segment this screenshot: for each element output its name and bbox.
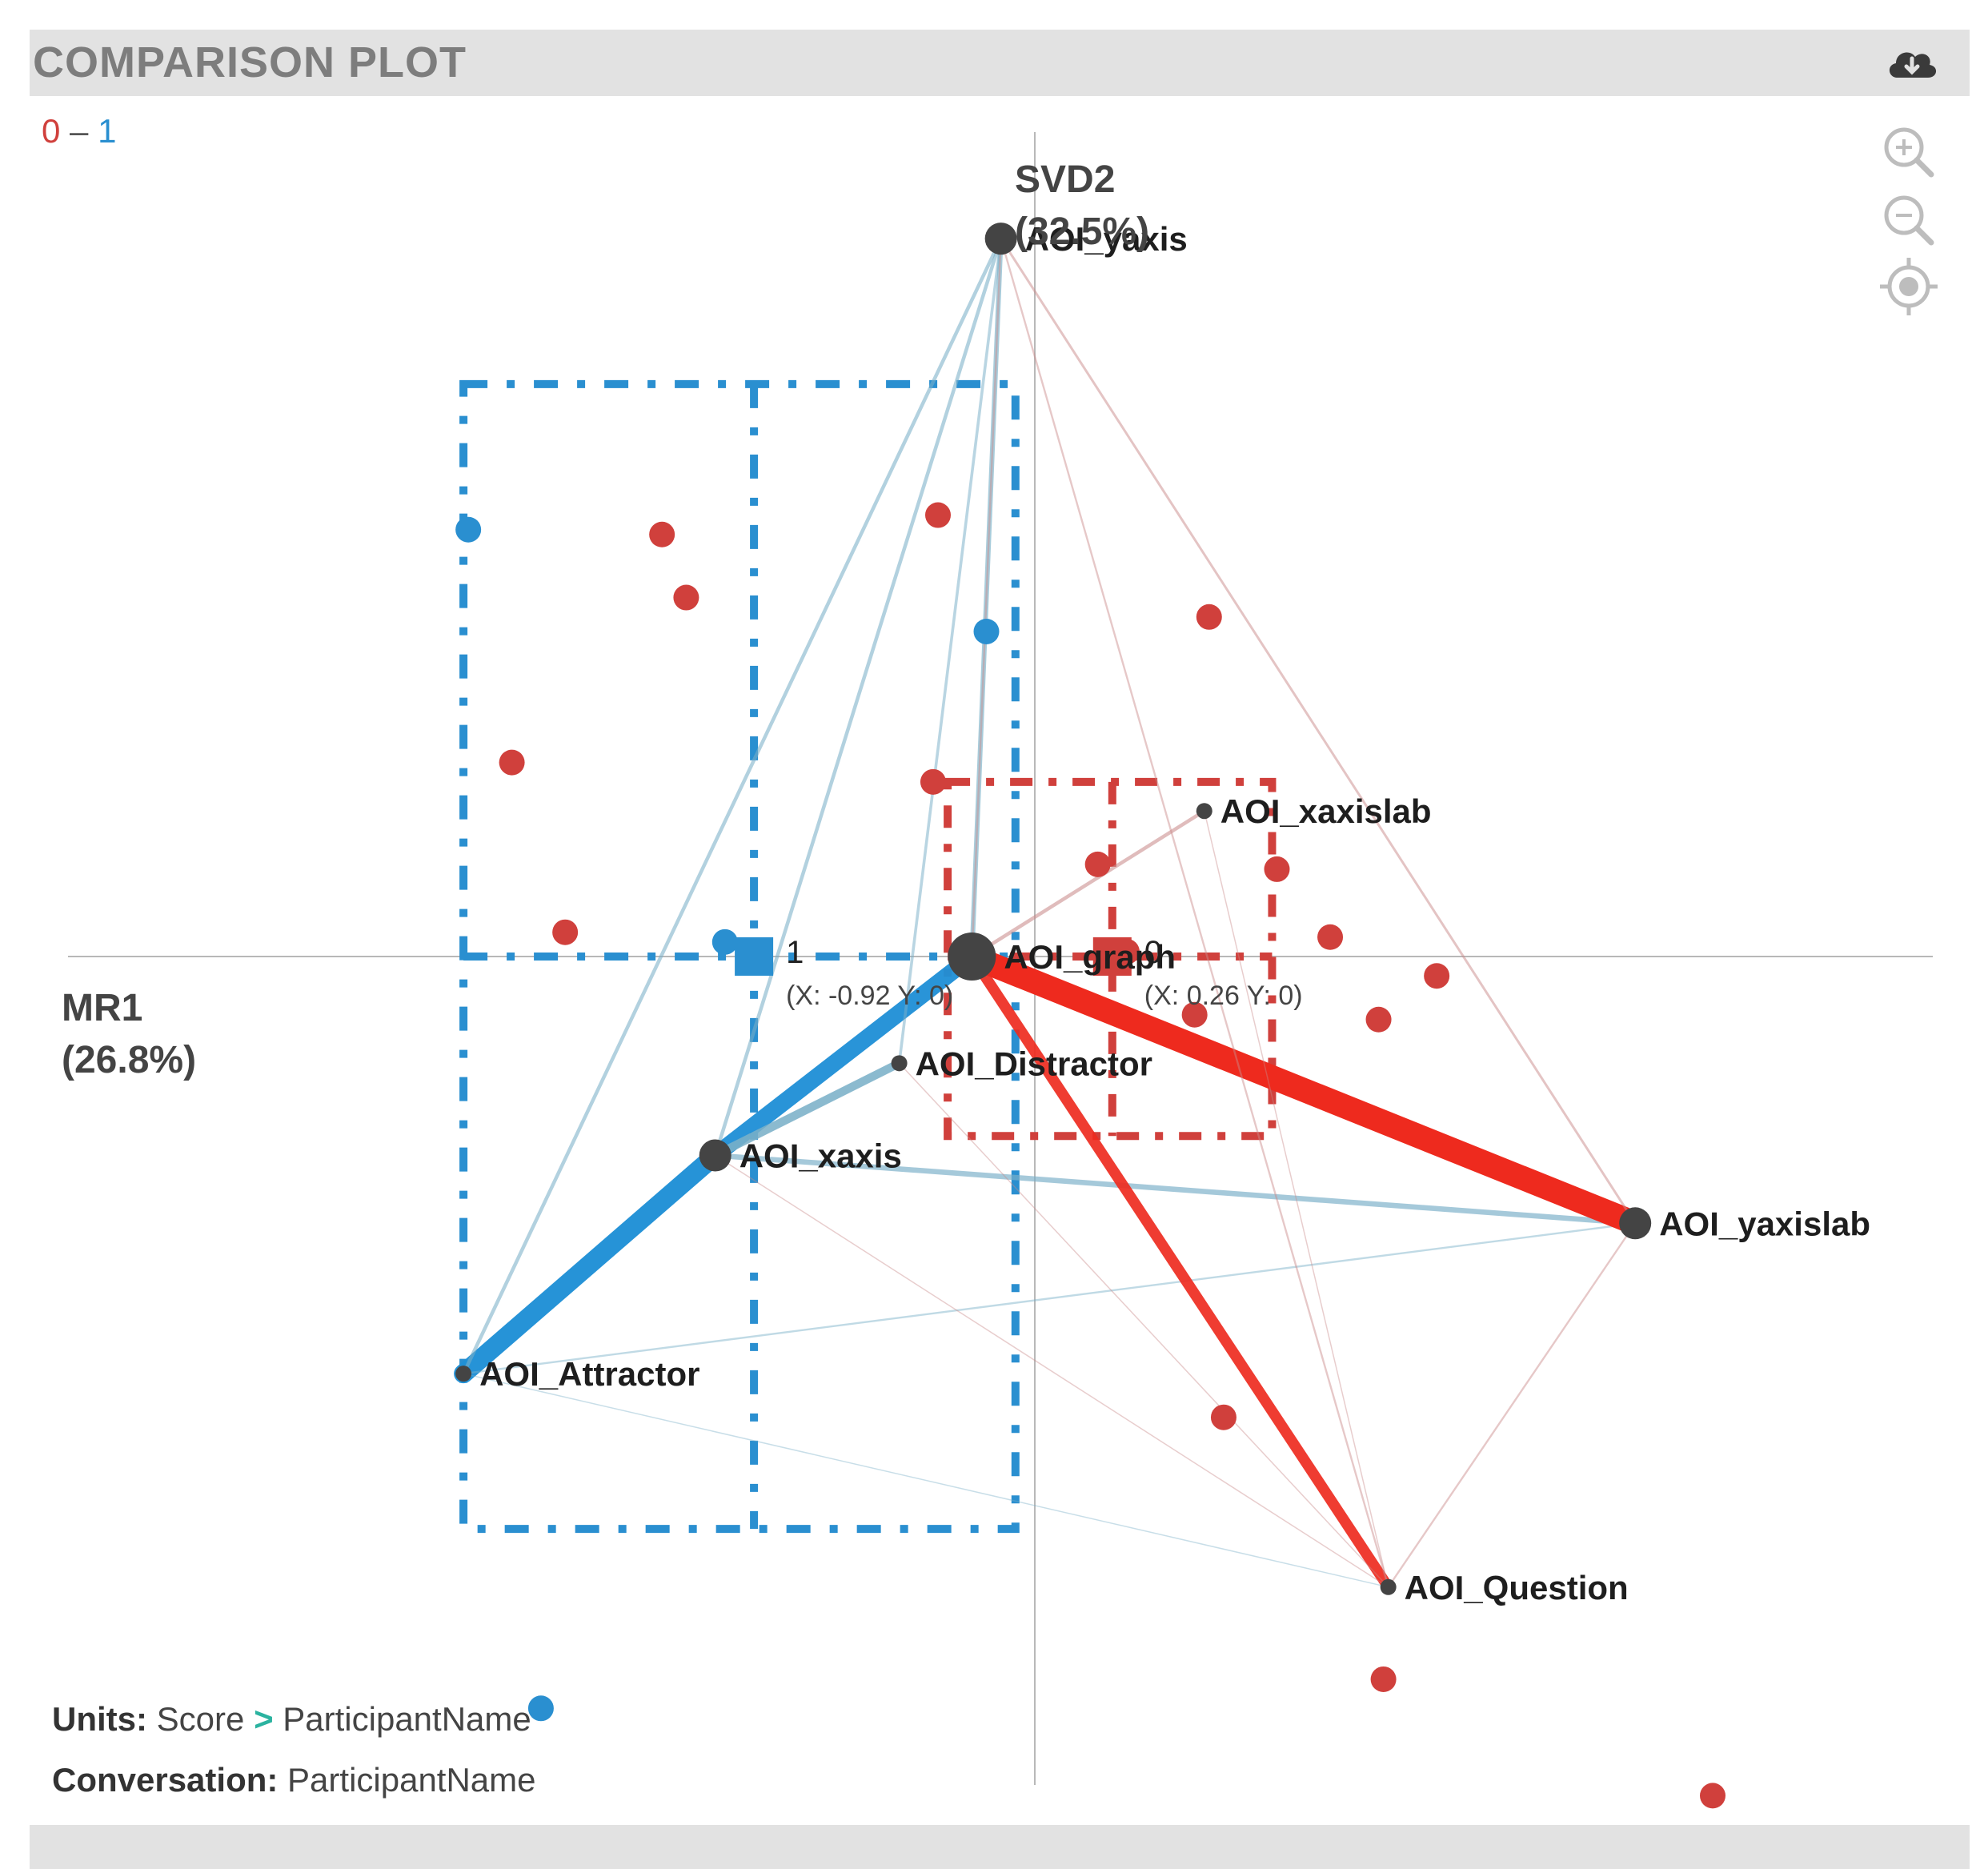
group-1-edge-AOI_yaxis-AOI_xaxis — [713, 236, 1003, 1157]
group-1-mean-label: 1 — [786, 935, 804, 970]
group-0-point[interactable] — [925, 502, 951, 528]
conversation-label: Conversation: — [52, 1761, 279, 1799]
group-means: 1 (X: -0.92 Y: 0) 0 (X: 0.26 Y: 0) — [735, 935, 1303, 1011]
network-nodes: AOI_yaxis AOI_xaxislab AOI_graph AOI_Distra… — [455, 220, 1870, 1606]
target-icon[interactable] — [1877, 255, 1941, 319]
group-1-edge-AOI_graph-AOI_xaxis — [707, 948, 980, 1164]
group-0-edge-AOI_graph-AOI_yaxislab — [960, 945, 1648, 1236]
node-label-AOI_yaxis: AOI_yaxis — [1025, 220, 1188, 258]
group-0-point[interactable] — [1370, 1666, 1397, 1692]
group-0-mean-marker[interactable] — [1092, 937, 1132, 976]
plot-footer-bar — [30, 1825, 1970, 1869]
group-0-point[interactable] — [649, 521, 675, 547]
units-separator: > — [254, 1700, 274, 1738]
plot-header: COMPARISON PLOT — [30, 30, 1970, 96]
network-edges — [454, 236, 1648, 1593]
group-0-point[interactable] — [1181, 1001, 1208, 1028]
group-1-edge-AOI_yaxis-AOI_Distractor — [897, 237, 1003, 1065]
x-axis-label: MR1 — [62, 987, 142, 1029]
group-1-edge-AOI_Attractor-AOI_Question — [463, 1373, 1389, 1588]
legend-group-0[interactable]: 0 — [42, 112, 61, 150]
group-0-edge-AOI_graph-AOI_xaxislab — [970, 808, 1206, 959]
node-label-AOI_xaxis: AOI_xaxis — [739, 1137, 902, 1174]
group-1-point[interactable] — [455, 516, 482, 543]
group-0-point[interactable] — [1264, 856, 1290, 882]
node-AOI_Question[interactable] — [1380, 1578, 1397, 1595]
group-legend: 0 – 1 — [42, 112, 116, 150]
group-1-mean-coords: (X: -0.92 Y: 0) — [786, 981, 953, 1011]
group-1-edge-AOI_yaxis-AOI_Attractor — [461, 236, 1003, 1376]
node-label-AOI_Distractor: AOI_Distractor — [916, 1045, 1152, 1082]
units-info: Units: Score > ParticipantName — [52, 1700, 531, 1739]
group-0-edge-AOI_xaxislab-AOI_Question — [1204, 810, 1389, 1588]
group-1-edge-AOI_yaxis-AOI_graph — [969, 236, 1004, 959]
group-1-point[interactable] — [527, 1695, 554, 1722]
group-1-edge-AOI_xaxis-AOI_Attractor — [454, 1145, 725, 1384]
conversation-value: ParticipantName — [287, 1761, 536, 1799]
group-0-edge-AOI_Distractor-AOI_Question — [898, 1062, 1389, 1588]
y-axis-percent: (32.5%) — [1015, 211, 1149, 253]
group-1-point[interactable] — [973, 618, 1000, 644]
legend-group-1[interactable]: 1 — [98, 112, 117, 150]
conversation-info: Conversation: ParticipantName — [52, 1761, 536, 1799]
units-value-participant: ParticipantName — [283, 1700, 531, 1738]
node-label-AOI_yaxislab: AOI_yaxislab — [1659, 1205, 1870, 1242]
cloud-download-icon[interactable] — [1883, 41, 1941, 86]
group-0-edge-AOI_graph-AOI_Question — [966, 951, 1394, 1593]
group-1-edge-AOI_Attractor-AOI_yaxislab — [462, 1222, 1637, 1375]
group-0-edge-AOI_xaxis-AOI_Question — [714, 1154, 1389, 1588]
node-AOI_Distractor[interactable] — [891, 1055, 908, 1072]
group-0-edge-AOI_yaxis-AOI_yaxislab — [1000, 237, 1637, 1225]
zoom-out-icon[interactable] — [1877, 188, 1941, 252]
group-0-mean-coords: (X: 0.26 Y: 0) — [1144, 981, 1303, 1011]
units-label: Units: — [52, 1700, 147, 1738]
group-1-point[interactable] — [711, 928, 738, 955]
group-0-point[interactable] — [920, 768, 946, 795]
group-0-point[interactable] — [1210, 1404, 1236, 1430]
group-0-edge-AOI_yaxis-AOI_graph — [971, 237, 1002, 958]
group-0-point[interactable] — [1365, 1006, 1392, 1033]
node-AOI_xaxis[interactable] — [699, 1139, 731, 1172]
group-0-point[interactable] — [1317, 924, 1344, 950]
group-1-edge-AOI_Distractor-AOI_xaxis — [711, 1059, 904, 1160]
group-0-mean-label: 0 — [1144, 935, 1162, 970]
group-0-edge-AOI_yaxis-AOI_Question — [1000, 237, 1389, 1589]
group-0-point[interactable] — [673, 584, 699, 611]
plot-title: COMPARISON PLOT — [33, 38, 467, 86]
node-AOI_yaxislab[interactable] — [1619, 1207, 1652, 1240]
legend-separator: – — [70, 112, 89, 150]
group-0-point[interactable] — [1424, 963, 1450, 989]
node-AOI_xaxislab[interactable] — [1196, 803, 1212, 820]
node-label-AOI_xaxislab: AOI_xaxislab — [1220, 792, 1432, 830]
group-0-point[interactable] — [552, 919, 579, 945]
group-0-point[interactable] — [1084, 851, 1111, 877]
x-axis-percent: (26.8%) — [62, 1039, 196, 1081]
y-axis-label: SVD2 — [1015, 158, 1115, 201]
node-label-AOI_Attractor: AOI_Attractor — [479, 1355, 699, 1393]
group-0-point[interactable] — [1196, 604, 1222, 630]
group-0-edge-AOI_yaxislab-AOI_Question — [1387, 1222, 1637, 1589]
node-AOI_yaxis[interactable] — [984, 223, 1017, 255]
node-AOI_Attractor[interactable] — [455, 1366, 472, 1382]
group-0-point[interactable] — [499, 749, 525, 776]
node-label-AOI_graph: AOI_graph — [1004, 938, 1176, 976]
node-AOI_graph[interactable] — [948, 932, 996, 981]
group-1-edge-AOI_xaxis-AOI_yaxislab — [712, 1153, 1638, 1226]
units-value-score: Score — [156, 1700, 245, 1738]
zoom-in-icon[interactable] — [1877, 120, 1941, 184]
group-0-point[interactable] — [1700, 1783, 1725, 1809]
node-label-AOI_Question: AOI_Question — [1405, 1569, 1629, 1606]
unit-points — [455, 502, 1725, 1809]
group-1-mean-marker[interactable] — [735, 937, 774, 976]
